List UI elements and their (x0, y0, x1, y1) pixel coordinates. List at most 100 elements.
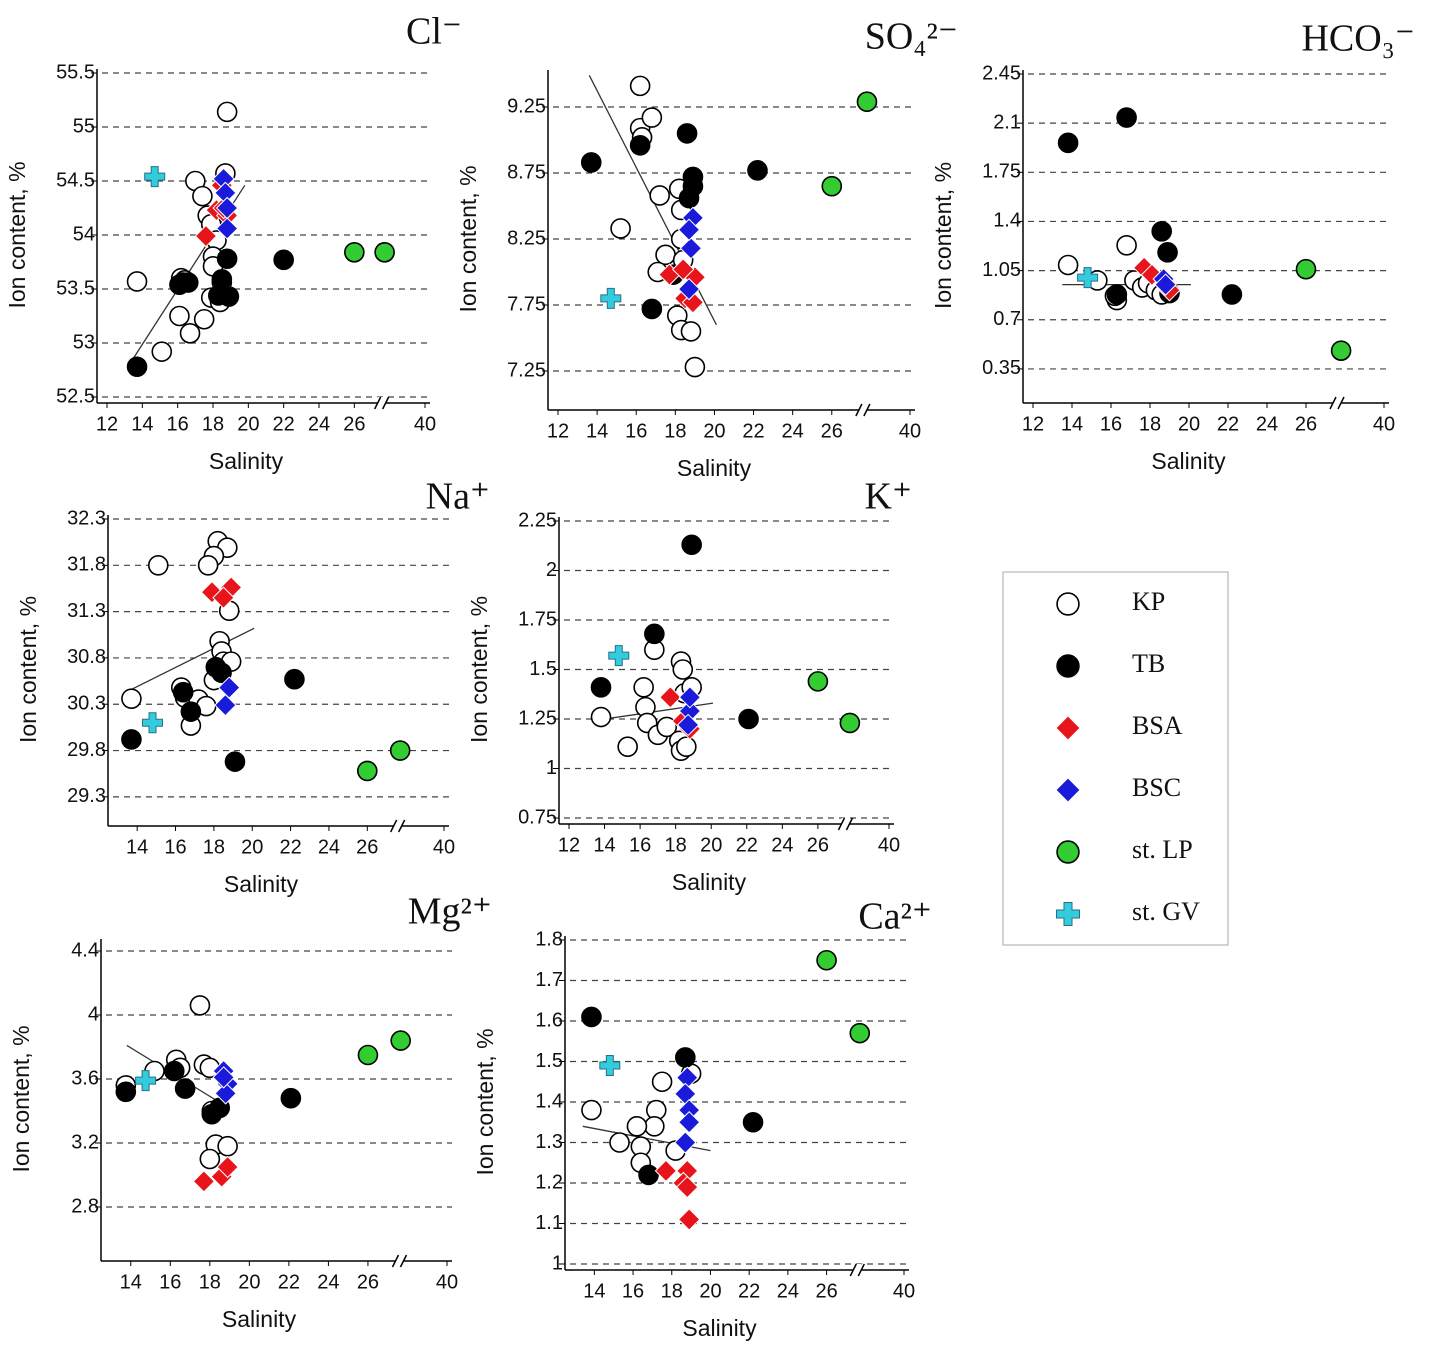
marker (1154, 273, 1177, 296)
marker (655, 244, 676, 266)
legend-box (1002, 571, 1229, 946)
y-tick-label: 2 (546, 559, 557, 581)
marker (671, 258, 695, 281)
y-tick-label: 1 (552, 1252, 563, 1274)
y-tick-label: 2.8 (71, 1195, 99, 1217)
y-tick-label: 29.8 (67, 739, 106, 761)
y-tick-label: 1.2 (535, 1171, 563, 1193)
marker (678, 686, 702, 709)
marker (126, 356, 148, 378)
x-tick-label: 16 (629, 834, 651, 856)
marker (180, 701, 202, 722)
x-tick-label: 18 (199, 1271, 221, 1293)
y-tick-label: 1.05 (982, 259, 1021, 281)
y-tick-label: 0.35 (982, 357, 1021, 379)
marker (638, 1164, 659, 1186)
marker (581, 1006, 602, 1028)
marker (1056, 902, 1080, 926)
y-tick-label: 54.5 (56, 169, 95, 191)
x-tick-label: 14 (583, 1280, 605, 1302)
x-tick-label: 22 (1217, 413, 1239, 435)
marker (680, 321, 702, 342)
legend-label: KP (1132, 587, 1165, 616)
x-tick-label: 14 (126, 836, 148, 858)
marker (641, 298, 663, 320)
y-tick-label: 1.4 (535, 1090, 563, 1112)
y-tick-label: 1.8 (535, 928, 563, 950)
y-tick-label: 1.75 (982, 161, 1021, 183)
marker (1330, 340, 1352, 361)
x-tick-label: 26 (356, 836, 378, 858)
marker (390, 1030, 411, 1051)
marker (656, 716, 678, 738)
marker (144, 166, 166, 188)
marker (580, 152, 602, 173)
axis-break-gap (1333, 397, 1341, 409)
marker (1151, 220, 1172, 242)
x-tick-label: 24 (318, 836, 340, 858)
marker (194, 224, 218, 248)
x-tick-label: 12 (558, 834, 580, 856)
y-tick-label: 0.7 (993, 308, 1021, 330)
marker (193, 308, 215, 330)
x-tick-label: 18 (661, 1280, 683, 1302)
marker (357, 1044, 379, 1066)
y-axis-label: Ion content, % (4, 161, 30, 308)
y-tick-label: 54 (73, 223, 95, 245)
x-tick-label: 14 (120, 1271, 142, 1293)
y-tick-label: 8.25 (507, 227, 546, 249)
marker (344, 241, 365, 263)
axis-break-gap (395, 1255, 404, 1267)
legend-label: TB (1132, 649, 1165, 678)
x-tick-label: 16 (1100, 413, 1122, 435)
marker (197, 555, 219, 576)
x-tick-label: 20 (699, 1280, 721, 1302)
y-tick-label: 29.3 (67, 785, 106, 807)
axis-break (855, 403, 863, 417)
marker (1056, 654, 1080, 678)
y-tick-label: 30.8 (67, 646, 106, 668)
x-tick-label: 14 (586, 420, 608, 442)
axis-break-gap (841, 818, 850, 830)
marker (121, 729, 142, 750)
x-axis-label: Salinity (209, 448, 284, 474)
x-axis-label: Salinity (224, 871, 299, 897)
panel: HCO₃⁻ 0.35 0.7 1.05 1.4 1.75 2.1 2.45 12 14 16 18 20… (930, 18, 1415, 474)
marker (214, 693, 237, 717)
x-tick-label: 20 (1178, 413, 1200, 435)
marker (1056, 840, 1080, 864)
x-tick-label: 20 (700, 834, 722, 856)
marker (200, 580, 224, 604)
y-tick-label: 3.6 (71, 1067, 99, 1089)
y-tick-label: 4 (88, 1003, 99, 1025)
y-tick-label: 1 (546, 757, 557, 779)
marker (215, 217, 239, 240)
axis-break (849, 1263, 857, 1277)
marker (742, 1111, 764, 1133)
marker (211, 662, 232, 684)
x-tick-label: 22 (738, 1280, 760, 1302)
panel: K⁺ 0.75 1 1.25 1.5 1.75 2 2.25 12 14 16 18 20 22 24 26 4… (466, 476, 912, 895)
x-tick-label: 22 (279, 836, 301, 858)
x-tick-label: 26 (357, 1271, 379, 1293)
marker (644, 1116, 665, 1137)
y-tick-label: 2.25 (518, 509, 557, 531)
marker (217, 1135, 238, 1157)
marker (600, 287, 622, 309)
y-tick-label: 55 (73, 115, 95, 137)
x-tick-label: 12 (547, 420, 569, 442)
marker (654, 1159, 678, 1183)
marker (280, 1087, 302, 1109)
y-tick-label: 7.25 (507, 359, 546, 381)
panel: SO₄²⁻ 7.25 7.75 8.25 8.75 9.25 12 14 16 18 20 22 24 2… (455, 16, 958, 481)
y-tick-label: 31.3 (67, 600, 106, 622)
x-tick-label: 20 (238, 1271, 260, 1293)
marker (284, 668, 305, 690)
marker (674, 1082, 697, 1106)
marker (172, 681, 194, 703)
axis-break (381, 396, 390, 410)
x-axis-label: Salinity (682, 1315, 757, 1341)
x-tick-label: 24 (771, 834, 793, 856)
marker (1140, 263, 1164, 287)
